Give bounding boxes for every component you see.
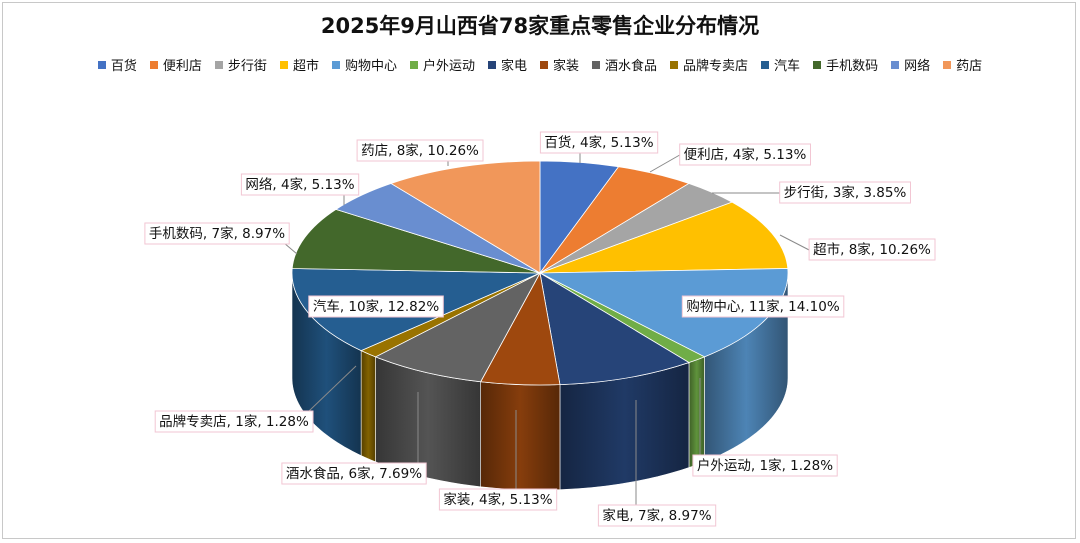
- legend-item: 购物中心: [331, 55, 397, 74]
- data-label-box: [679, 143, 812, 166]
- legend-item: 品牌专卖店: [670, 55, 748, 74]
- data-label-box: [681, 295, 845, 318]
- legend-label: 药店: [956, 59, 983, 74]
- legend-swatch: [540, 60, 548, 69]
- legend-label: 酒水食品: [605, 59, 658, 74]
- legend-swatch: [149, 60, 158, 69]
- legend-item: 家装: [540, 55, 579, 74]
- data-label-box: [240, 173, 360, 196]
- legend-item: 超市: [279, 55, 319, 74]
- data-labels: 百货, 4家, 5.13% 便利店, 4家, 5.13% 步行街, 3家, 3.85…: [144, 131, 936, 527]
- legend-label: 家电: [500, 59, 527, 74]
- legend-swatch: [409, 60, 418, 69]
- chart-title: 2025年9月山西省78家重点零售企业分布情况: [320, 14, 760, 38]
- leader-line: [779, 234, 810, 251]
- data-label: 酒水食品, 6家, 7.69%: [286, 465, 422, 482]
- leader-line: [308, 365, 357, 412]
- data-label-box: [779, 181, 912, 204]
- legend-label: 百货: [110, 59, 137, 74]
- data-label: 超市, 8家, 10.26%: [813, 241, 931, 258]
- legend-swatch: [487, 60, 496, 69]
- legend-swatch: [214, 60, 223, 69]
- data-label: 家装, 4家, 5.13%: [443, 491, 552, 508]
- data-label-box: [438, 488, 558, 511]
- pie-slice-酒水食品: [374, 272, 541, 383]
- data-label: 网络, 4家, 5.13%: [245, 176, 354, 193]
- pie-slice-超市: [539, 201, 789, 274]
- legend-label: 超市: [292, 59, 319, 74]
- pie-side-家装: [480, 381, 561, 491]
- pie-side-户外运动: [688, 356, 705, 468]
- data-label: 药店, 8家, 10.26%: [361, 142, 479, 159]
- legend-label: 家装: [553, 59, 580, 74]
- legend-item: 家电: [487, 55, 527, 74]
- leader-line: [284, 243, 298, 255]
- data-label: 家电, 7家, 8.97%: [602, 507, 711, 524]
- legend-item: 便利店: [149, 55, 202, 74]
- leader-line: [649, 154, 680, 173]
- data-label: 品牌专卖店, 1家, 1.28%: [159, 413, 309, 430]
- data-label: 手机数码, 7家, 8.97%: [149, 225, 285, 242]
- pie-top-faces: [291, 160, 789, 386]
- legend-swatch: [761, 60, 770, 69]
- legend-label: 汽车: [774, 59, 801, 74]
- legend-label: 便利店: [162, 59, 202, 74]
- legend-item: 步行街: [214, 55, 267, 74]
- data-label-box: [356, 139, 484, 162]
- legend-item: 网络: [891, 55, 930, 74]
- legend-item: 百货: [97, 55, 137, 74]
- data-label: 步行街, 3家, 3.85%: [784, 184, 907, 201]
- data-label-box: [692, 454, 838, 477]
- legend-swatch: [97, 60, 106, 69]
- pie-side-品牌专卖店: [360, 350, 376, 463]
- legend-swatch: [670, 60, 679, 69]
- legend-item: 酒水食品: [592, 55, 657, 74]
- data-label-box: [144, 222, 290, 245]
- legend-label: 手机数码: [826, 59, 879, 74]
- pie-slice-家电: [539, 272, 690, 386]
- data-label-box: [539, 131, 659, 154]
- data-label: 便利店, 4家, 5.13%: [684, 146, 807, 163]
- pie-slice-药店: [390, 160, 541, 274]
- legend-label: 步行街: [227, 59, 267, 74]
- legend-item: 手机数码: [813, 55, 878, 74]
- data-label-box: [281, 462, 427, 485]
- legend-swatch: [279, 60, 288, 69]
- legend-label: 品牌专卖店: [683, 59, 749, 74]
- pie-side-walls: [291, 272, 789, 491]
- legend-swatch: [592, 60, 601, 69]
- data-label-box: [808, 238, 936, 261]
- legend-swatch: [891, 60, 900, 69]
- legend-label: 户外运动: [422, 59, 475, 74]
- data-label: 户外运动, 1家, 1.28%: [697, 457, 833, 474]
- data-label-box: [154, 410, 314, 433]
- data-label-box: [308, 295, 444, 318]
- pie-slice-手机数码: [291, 208, 541, 274]
- data-label-box: [597, 504, 717, 527]
- legend-swatch: [813, 60, 822, 69]
- data-label: 购物中心, 11家, 14.10%: [686, 298, 839, 315]
- legend-item: 户外运动: [409, 55, 475, 74]
- chart-legend: 百货 便利店 步行街 超市 购物中心 户外运动 家电 家装 酒水食品 品牌专卖店 汽车 手机数码 网络 药…: [0, 55, 1080, 74]
- legend-item: 汽车: [761, 55, 800, 74]
- legend-swatch: [331, 60, 340, 69]
- data-label: 汽车, 10家, 12.82%: [313, 298, 439, 315]
- legend-label: 网络: [904, 59, 931, 74]
- legend-swatch: [943, 60, 952, 69]
- legend-item: 药店: [943, 55, 982, 74]
- data-label: 百货, 4家, 5.13%: [544, 134, 653, 151]
- legend-label: 购物中心: [344, 59, 397, 74]
